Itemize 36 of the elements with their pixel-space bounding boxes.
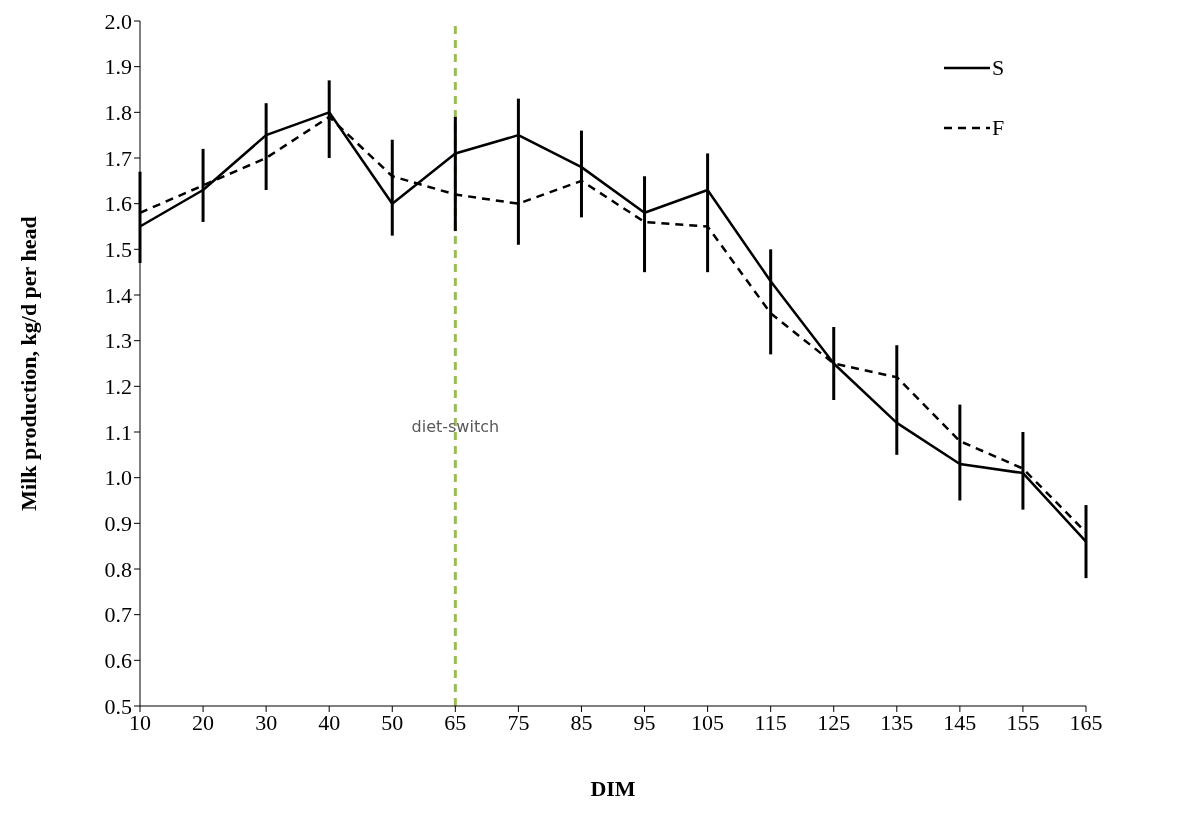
y-tick-label: 0.6 xyxy=(104,648,132,674)
y-tick-label: 1.0 xyxy=(104,465,132,491)
x-tick-label: 115 xyxy=(754,709,787,735)
y-tick-label: 1.8 xyxy=(104,100,132,126)
y-tick-label: 1.7 xyxy=(104,145,132,171)
x-tick-label: 20 xyxy=(192,709,215,735)
y-tick-label: 0.7 xyxy=(104,602,132,628)
x-tick-label: 75 xyxy=(507,709,530,735)
x-tick-label: 135 xyxy=(880,709,914,735)
y-tick-label: 1.2 xyxy=(104,374,132,400)
y-tick-label: 0.9 xyxy=(104,511,132,537)
y-tick-label: 1.6 xyxy=(104,191,132,217)
y-tick-label: 1.4 xyxy=(104,282,132,308)
x-tick-label: 95 xyxy=(633,709,656,735)
x-tick-label: 155 xyxy=(1006,709,1040,735)
x-tick-label: 105 xyxy=(691,709,725,735)
y-axis-title: Milk production, kg/d per head xyxy=(15,216,41,511)
y-tick-label: 1.9 xyxy=(104,54,132,80)
x-tick-label: 145 xyxy=(943,709,977,735)
x-tick-label: 125 xyxy=(817,709,851,735)
legend-label: F xyxy=(992,115,1005,141)
ref-line-label: diet-switch xyxy=(411,417,500,436)
x-tick-label: 85 xyxy=(570,709,593,735)
y-tick-label: 1.5 xyxy=(104,237,132,263)
y-tick-label: 1.3 xyxy=(104,328,132,354)
x-axis-title: DIM xyxy=(590,776,636,801)
y-tick-label: 0.5 xyxy=(104,693,132,719)
x-tick-label: 65 xyxy=(444,709,467,735)
x-tick-label: 30 xyxy=(255,709,278,735)
y-tick-label: 1.1 xyxy=(104,419,132,445)
y-tick-label: 0.8 xyxy=(104,556,132,582)
legend-label: S xyxy=(992,55,1005,81)
x-tick-label: 40 xyxy=(318,709,341,735)
x-tick-label: 50 xyxy=(381,709,404,735)
x-tick-label: 165 xyxy=(1069,709,1103,735)
y-tick-label: 2.0 xyxy=(104,8,132,34)
